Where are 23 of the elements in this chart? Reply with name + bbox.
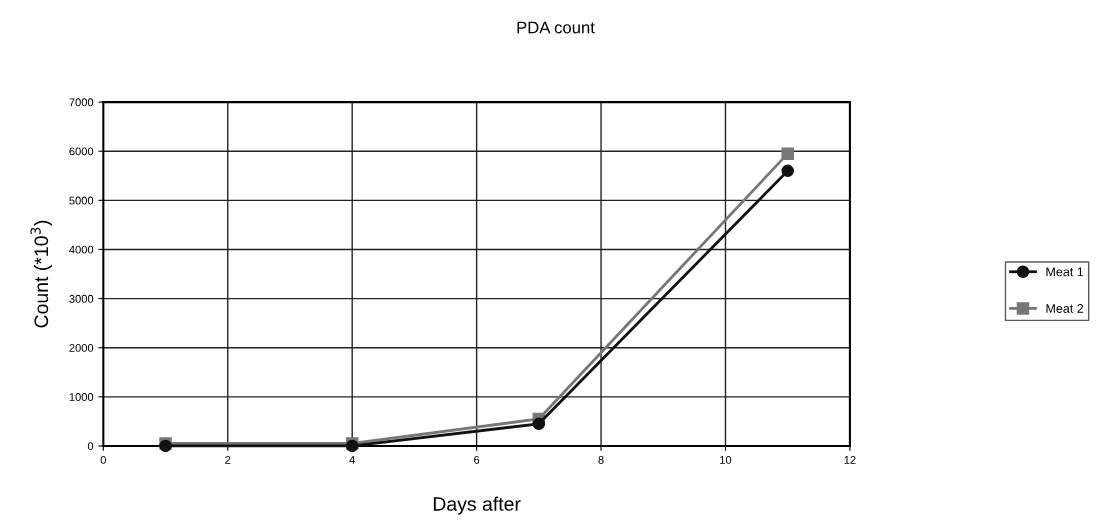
x-tick-label: 12 — [844, 455, 856, 464]
y-tick-label: 7000 — [69, 98, 94, 107]
y-tick-label: 3000 — [69, 294, 94, 303]
x-axis-title: Days after — [433, 496, 521, 515]
legend-label: Meat 1 — [1046, 267, 1084, 277]
point — [781, 147, 794, 160]
y-tick-label: 2000 — [69, 343, 94, 352]
y-tick-label: 4000 — [69, 245, 94, 254]
x-tick-label: 0 — [100, 455, 106, 464]
y-axis-title: Count (*10$^{3}$) — [30, 220, 53, 328]
x-tick-label: 6 — [474, 455, 480, 464]
y-tick-label: 6000 — [69, 147, 94, 156]
y-tick-label: 5000 — [69, 196, 94, 205]
legend-label: Meat 2 — [1046, 304, 1084, 313]
y-tick-label: 1000 — [69, 393, 94, 401]
x-tick-label: 10 — [720, 455, 732, 464]
x-tick-label: 2 — [225, 455, 231, 464]
y-tick-label: 0 — [87, 442, 94, 451]
x-tick-label: 4 — [349, 456, 355, 464]
chart-title: PDA count — [517, 21, 595, 34]
point — [781, 164, 794, 178]
x-tick-label: 8 — [598, 455, 604, 464]
point — [532, 417, 546, 431]
